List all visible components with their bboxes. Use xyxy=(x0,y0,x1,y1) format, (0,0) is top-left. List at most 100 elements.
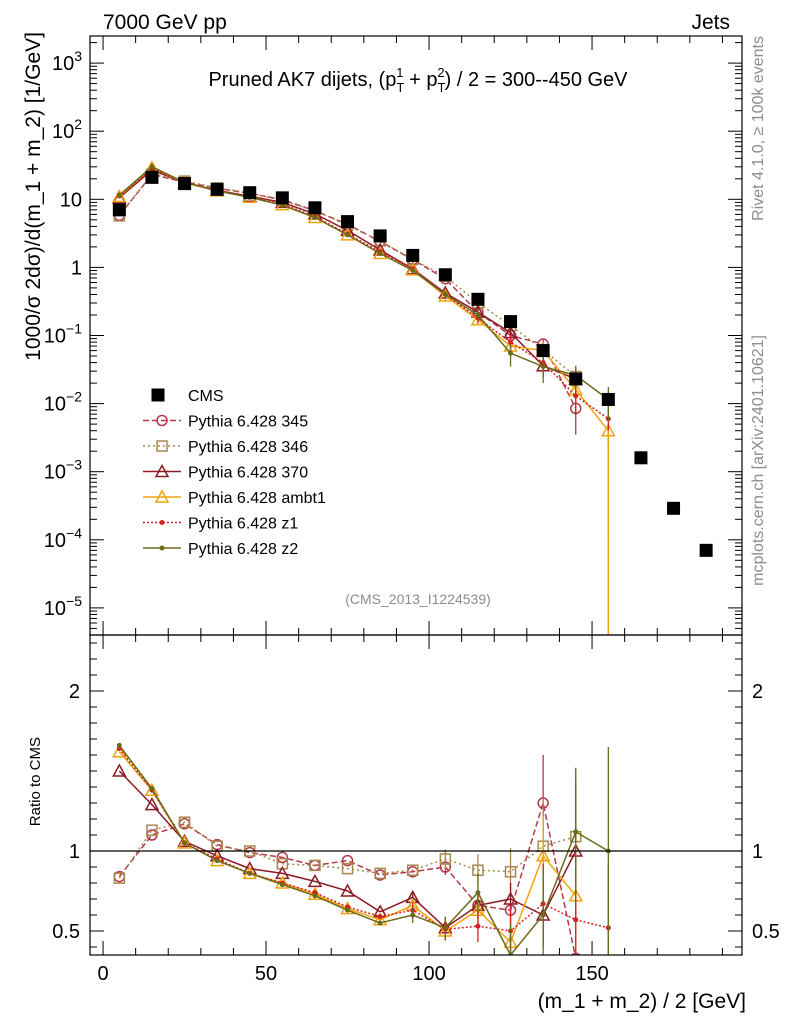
ytick-label: 102 xyxy=(52,116,82,143)
legend-swatch-p346 xyxy=(156,440,168,452)
main-point-z1 xyxy=(508,339,514,345)
main-point-z2 xyxy=(410,268,416,274)
xtick-label: 0 xyxy=(97,963,108,985)
cms-data-point xyxy=(699,543,713,557)
cms-data-point xyxy=(438,268,452,282)
ytick-label: 10−4 xyxy=(44,525,82,552)
ratio-point-p346 xyxy=(439,853,452,865)
cms-data-point xyxy=(569,372,583,386)
cms-data-point xyxy=(667,501,681,515)
ratio-point-p370 xyxy=(177,833,192,848)
main-cms-data xyxy=(112,170,713,557)
legend-item-z1: Pythia 6.428 z1 xyxy=(143,516,298,533)
ratio-point-ambt1 xyxy=(112,744,127,758)
cms-data-point xyxy=(601,392,615,406)
main-series-group xyxy=(112,160,713,635)
category-label: Jets xyxy=(691,11,730,34)
main-point-ambt1 xyxy=(112,188,127,203)
legend: CMS Pythia 6.428 345 Pythia 6.428 346 Pythi… xyxy=(143,388,326,558)
ratio-point-p370 xyxy=(144,797,160,811)
main-point-z2 xyxy=(377,250,383,256)
main-line-z2 xyxy=(118,165,609,401)
cms-data-point xyxy=(275,191,289,205)
cms-data-point xyxy=(145,170,159,184)
xlabel: (m_1 + m_2) / 2 [GeV] xyxy=(538,990,746,1013)
legend-label-p345: Pythia 6.428 345 xyxy=(188,414,308,431)
main-point-ambt1 xyxy=(340,227,355,241)
main-point-z2 xyxy=(540,364,546,370)
ratio-point-z2 xyxy=(247,870,253,876)
legend-swatch-ambt1 xyxy=(154,489,170,503)
cms-data-point xyxy=(178,177,192,191)
cms-data-point xyxy=(341,215,355,229)
chart-title: Pruned AK7 dijets, (pT1 + pT2) / 2 = 300… xyxy=(208,65,628,95)
ratio-point-ambt1 xyxy=(307,886,323,900)
ratio-point-p346 xyxy=(374,867,386,880)
ratio-point-z2 xyxy=(182,840,188,846)
main-line-p370 xyxy=(118,169,577,380)
main-z1 xyxy=(116,165,611,452)
legend-swatch-cms xyxy=(151,388,165,402)
legend-label-z1: Pythia 6.428 z1 xyxy=(188,516,298,533)
cms-data-point xyxy=(308,201,322,215)
ratio-point-z2 xyxy=(540,912,546,918)
title-sub-2: T xyxy=(437,80,445,95)
ratio-point-p346 xyxy=(146,824,158,836)
legend-item-ambt1: Pythia 6.428 ambt1 xyxy=(143,489,326,507)
ratio-point-p370 xyxy=(340,883,355,897)
ratio-point-p370 xyxy=(503,891,518,905)
ratio-ytick-label: 1 xyxy=(69,841,80,863)
ytick-label: 10−1 xyxy=(44,321,82,348)
ratio-point-p346 xyxy=(504,866,517,878)
ytick-label: 10 xyxy=(60,189,82,211)
ratio-point-z2 xyxy=(214,858,220,864)
xtick-label: 100 xyxy=(412,963,445,985)
legend-label-ambt1: Pythia 6.428 ambt1 xyxy=(188,490,326,507)
main-point-z2 xyxy=(508,350,514,356)
legend-swatch-z2 xyxy=(159,545,165,551)
legend-label-z2: Pythia 6.428 z2 xyxy=(188,541,298,558)
ratio-point-p346 xyxy=(178,816,191,828)
xtick-label: 150 xyxy=(575,963,608,985)
rivet-version-label: Rivet 4.1.0, ≥ 100k events xyxy=(750,36,767,221)
main-z2 xyxy=(116,164,611,422)
legend-swatch-p345 xyxy=(156,414,168,427)
ratio-point-ambt1 xyxy=(209,853,225,867)
ratio-point-p346 xyxy=(309,859,321,872)
mcplots-label: mcplots.cern.ch [arXiv:2401.10621] xyxy=(750,335,767,586)
legend-item-z2: Pythia 6.428 z2 xyxy=(143,541,298,558)
legend-label-p346: Pythia 6.428 346 xyxy=(188,439,308,456)
main-point-z2 xyxy=(345,232,351,238)
ratio-point-p345 xyxy=(276,851,289,864)
main-line-p345 xyxy=(118,173,577,409)
main-point-z1 xyxy=(573,393,579,399)
ratio-point-z2 xyxy=(573,829,579,835)
ratio-point-z2 xyxy=(116,742,122,748)
legend-item-cms: CMS xyxy=(151,388,224,405)
title-part-post: ) / 2 = 300--450 GeV xyxy=(445,69,629,91)
ratio-point-z1 xyxy=(573,917,579,923)
ratio-frame xyxy=(89,634,743,956)
title-sup-1: 1 xyxy=(396,65,403,80)
cms-data-point xyxy=(471,292,485,306)
ratio-point-ambt1 xyxy=(535,848,551,862)
ratio-line-p345 xyxy=(118,802,576,955)
legend-item-p345: Pythia 6.428 345 xyxy=(143,414,308,431)
main-p345 xyxy=(113,168,582,435)
ytick-label: 1 xyxy=(71,257,82,279)
ratio-ylabel: Ratio to CMS xyxy=(27,737,44,826)
main-point-z2 xyxy=(312,215,318,221)
ratio-series-group xyxy=(112,742,611,955)
cms-data-point xyxy=(504,315,518,329)
ratio-point-ambt1 xyxy=(177,835,192,849)
title-sub-1: T xyxy=(396,80,404,95)
main-ylabel: 1000/σ 2dσ)/d(m_1 + m_2) [1/GeV] xyxy=(22,32,45,361)
ratio-point-p370 xyxy=(307,873,323,888)
ratio-ytick-label-right: 2 xyxy=(752,681,763,703)
main-point-z2 xyxy=(116,192,122,198)
title-sup-2: 2 xyxy=(437,65,444,80)
main-line-z1 xyxy=(118,167,609,420)
title-part-pre: Pruned AK7 dijets, (p xyxy=(208,69,396,91)
ratio-point-z2 xyxy=(149,786,155,792)
